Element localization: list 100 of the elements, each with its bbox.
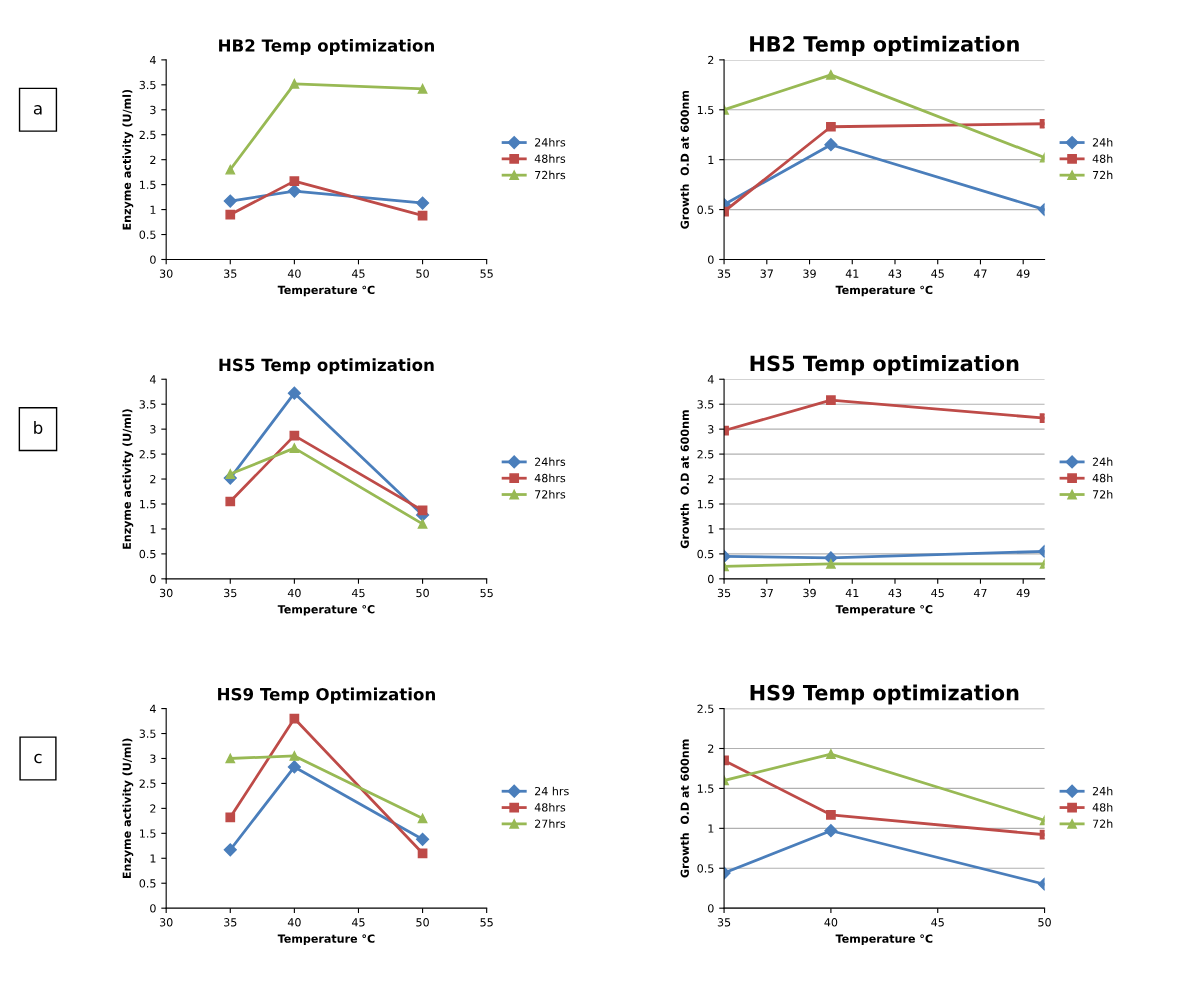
y-tick-label: 1 — [150, 525, 156, 534]
legend-label: 27hrs — [535, 819, 566, 828]
x-tick-label: 49 — [1016, 269, 1030, 278]
x-tick-label: 50 — [416, 269, 429, 278]
x-tick-label: 30 — [159, 918, 173, 927]
x-tick-label: 35 — [717, 918, 731, 927]
x-tick-label: 55 — [480, 588, 493, 598]
x-tick-label: 35 — [717, 269, 731, 278]
chart-title: HB2 Temp optimization — [219, 38, 434, 56]
x-tick-label: 39 — [803, 588, 816, 598]
y-tick-label: 1.5 — [697, 105, 714, 115]
y-tick-label: 0.5 — [139, 230, 156, 239]
y-tick-label: 1 — [150, 854, 156, 863]
x-tick-label: 35 — [224, 918, 237, 927]
y-tick-label: 2 — [708, 744, 714, 753]
x-tick-label: 43 — [888, 269, 902, 278]
legend-label: 48h — [1092, 154, 1113, 163]
y-tick-label: 1 — [708, 525, 714, 534]
x-tick-label: 40 — [287, 918, 301, 927]
y-tick-label: 3 — [150, 105, 156, 115]
x-tick-label: 50 — [1038, 918, 1051, 927]
y-tick-label: 2.5 — [697, 704, 714, 713]
y-axis-title: Enzyme activity (U/ml) — [122, 409, 134, 549]
x-tick-label: 39 — [803, 269, 816, 278]
y-axis-title: Enzyme activity (U/ml) — [122, 738, 134, 879]
y-tick-label: 2 — [708, 55, 714, 65]
y-tick-label: 0.5 — [697, 864, 714, 873]
legend-label: 48hrs — [534, 803, 566, 812]
x-tick-label: 35 — [717, 588, 731, 598]
legend-label: 48hrs — [534, 154, 566, 163]
text: a — [33, 105, 42, 115]
x-tick-label: 30 — [159, 269, 173, 278]
x-tick-label: 45 — [931, 918, 944, 927]
x-tick-label: 45 — [931, 588, 944, 598]
x-tick-label: 50 — [416, 918, 429, 927]
x-tick-label: 45 — [931, 269, 944, 278]
y-tick-label: 4 — [707, 375, 714, 384]
legend-label: 48hrs — [534, 473, 566, 483]
y-tick-label: 3.5 — [139, 729, 156, 738]
y-tick-label: 3 — [708, 425, 714, 434]
x-tick-label: 45 — [351, 918, 365, 927]
x-tick-label: 50 — [416, 588, 429, 598]
y-tick-label: 1.5 — [140, 500, 156, 509]
y-tick-label: 1.5 — [140, 180, 156, 190]
legend-label: 24h — [1092, 786, 1113, 796]
y-tick-label: 0 — [708, 574, 714, 584]
y-tick-label: 4 — [149, 56, 156, 65]
x-tick-label: 43 — [888, 588, 902, 598]
x-axis-title: Temperature °C — [277, 604, 375, 616]
x-tick-label: 35 — [224, 588, 237, 598]
y-tick-label: 1 — [150, 205, 156, 214]
y-tick-label: 1 — [708, 824, 714, 833]
y-tick-label: 0 — [150, 574, 156, 584]
y-tick-label: 3 — [150, 425, 156, 434]
legend-label: 24h — [1092, 457, 1113, 466]
y-axis-title: Growth O.D at 600nm — [680, 90, 689, 229]
y-tick-label: 3 — [150, 754, 156, 763]
text: c — [34, 753, 42, 764]
legend-label: 72h — [1092, 489, 1113, 499]
y-tick-label: 4 — [149, 375, 156, 384]
y-tick-label: 2.5 — [697, 450, 714, 459]
y-tick-label: 0 — [708, 904, 714, 913]
x-tick-label: 37 — [760, 588, 773, 598]
legend-label: 24h — [1092, 137, 1113, 147]
y-tick-label: 2 — [150, 155, 156, 164]
x-axis-title: Temperature °C — [835, 604, 933, 616]
y-tick-label: 2 — [150, 804, 156, 813]
x-tick-label: 49 — [1016, 588, 1030, 598]
chart-title: HS9 Temp optimization — [750, 684, 1019, 705]
y-tick-label: 1.5 — [697, 500, 714, 509]
x-tick-label: 30 — [159, 588, 173, 598]
text: b — [34, 421, 43, 434]
y-tick-label: 2.5 — [139, 450, 156, 459]
x-axis-title: Temperature °C — [835, 285, 933, 297]
legend-label: 24hrs — [535, 137, 566, 147]
y-tick-label: 2 — [708, 475, 714, 484]
y-tick-label: 1.5 — [697, 784, 714, 793]
y-tick-label: 4 — [149, 704, 156, 713]
y-axis-title: Growth O.D at 600nm — [680, 410, 689, 549]
legend-label: 72hrs — [535, 170, 566, 180]
x-tick-label: 55 — [480, 269, 493, 278]
x-tick-label: 47 — [973, 269, 987, 278]
y-tick-label: 2.5 — [139, 779, 156, 788]
y-axis-title: Growth O.D at 600nm — [680, 739, 689, 878]
legend-label: 72h — [1092, 819, 1113, 828]
y-tick-label: 2.5 — [139, 130, 156, 140]
x-tick-label: 40 — [287, 588, 301, 598]
y-tick-label: 3.5 — [697, 400, 714, 409]
chart-title: HS5 Temp optimization — [750, 355, 1019, 376]
chart-title: HS5 Temp optimization — [219, 358, 434, 375]
legend-label: 24hrs — [535, 457, 566, 466]
y-tick-label: 0 — [150, 904, 156, 913]
y-tick-label: 0.5 — [139, 879, 156, 888]
x-tick-label: 37 — [760, 269, 773, 278]
x-tick-label: 41 — [845, 588, 859, 597]
y-tick-label: 3.5 — [139, 80, 156, 90]
y-tick-label: 1 — [708, 155, 714, 164]
x-tick-label: 40 — [824, 918, 838, 927]
legend-label: 72hrs — [535, 489, 566, 499]
x-tick-label: 45 — [351, 269, 365, 278]
